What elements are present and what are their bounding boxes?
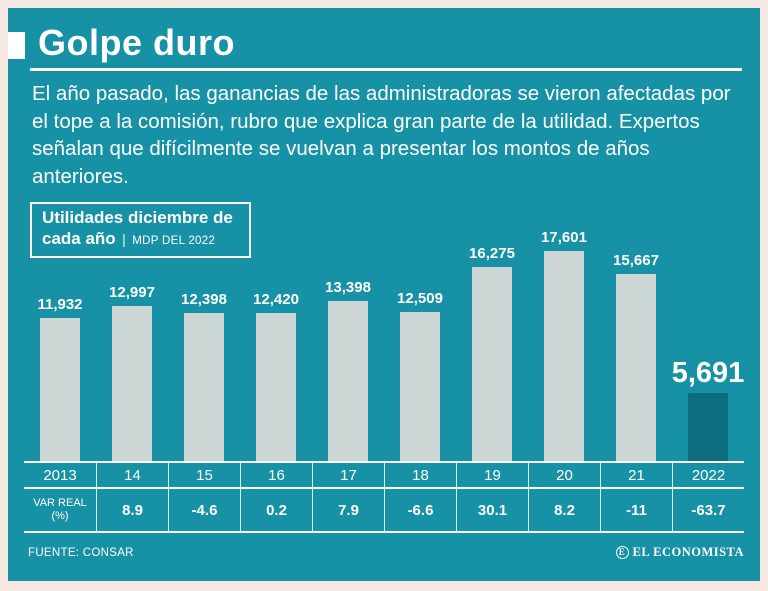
year-cell: 2013: [43, 467, 77, 484]
footer: FUENTE: CONSAR E EL ECONOMISTA: [28, 545, 744, 560]
bar-value-label: 16,275: [469, 245, 515, 262]
year-cell: 18: [384, 463, 456, 487]
var-real-header-cell: VAR REAL (%): [24, 489, 96, 531]
chart-title-box: Utilidades diciembre de cada año | MDP D…: [30, 202, 251, 258]
description-text: El año pasado, las ganancias de las admi…: [32, 82, 731, 188]
brand-logo: E EL ECONOMISTA: [615, 545, 745, 560]
title-bullet: [8, 32, 25, 59]
var-real-cell: 7.9: [312, 489, 384, 531]
bar-value-label: 12,997: [109, 284, 155, 301]
var-real-cell: 0.2: [240, 489, 312, 531]
year-cell: 14: [96, 463, 168, 487]
year-cell: 21: [600, 463, 672, 487]
bar-value-label: 5,691: [671, 357, 745, 389]
bar-column: 12,420: [240, 291, 312, 461]
var-real-cell: -11: [600, 489, 672, 531]
bar-column: 12,509: [384, 290, 456, 461]
var-real-header-line: (%): [51, 510, 69, 522]
bar: [328, 301, 368, 461]
brand-name: EL ECONOMISTA: [632, 545, 744, 559]
bar: [40, 318, 80, 461]
bar: [400, 312, 440, 461]
bar-column: 11,932: [24, 296, 96, 461]
var-real-cell: -6.6: [384, 489, 456, 531]
bar: [184, 313, 224, 461]
bar-column: 5,691: [672, 357, 744, 461]
source-text: FUENTE: CONSAR: [28, 546, 134, 559]
bar-value-label: 11,932: [37, 296, 83, 313]
bar: [256, 313, 296, 461]
data-table: 2013 14 15 16 17 18 19 20 21 2022 VAR REAL (%) 8.9-…: [24, 461, 744, 533]
title-underline: [30, 68, 742, 71]
year-cell: 15: [168, 463, 240, 487]
bar: [544, 251, 584, 461]
bar-column: 16,275: [456, 245, 528, 461]
bar: [688, 393, 728, 461]
chart-title-line1: Utilidades diciembre de: [42, 208, 233, 227]
chart-title-line2-text: cada año: [42, 229, 116, 248]
bar-value-label: 12,398: [181, 291, 227, 308]
bar: [112, 306, 152, 461]
var-real-cell: 8.2: [528, 489, 600, 531]
year-cell: 16: [240, 463, 312, 487]
year-cell: 2022: [672, 463, 744, 487]
year-cell: 20: [528, 463, 600, 487]
year-cell: 17: [312, 463, 384, 487]
bar-column: 17,601: [528, 229, 600, 461]
var-real-cell: -63.7: [672, 489, 744, 531]
page-title: Golpe duro: [38, 22, 235, 63]
var-real-cell: 8.9: [96, 489, 168, 531]
chart-unit-label: MDP DEL 2022: [132, 235, 216, 247]
brand-icon: E: [615, 546, 629, 559]
infographic-panel: Golpe duro El año pasado, las ganancias …: [8, 8, 760, 581]
chart-title-line2: cada año | MDP DEL 2022: [42, 229, 233, 249]
bar-value-label: 13,398: [325, 279, 371, 296]
var-real-row: VAR REAL (%) 8.9 -4.6 0.2 7.9 -6.6 30.1 8.2 -11 -6…: [24, 489, 744, 533]
bar-column: 15,667: [600, 252, 672, 461]
var-real-header-line: VAR REAL: [33, 497, 87, 509]
year-cell: 19: [456, 463, 528, 487]
bar-value-label: 12,420: [253, 291, 299, 308]
bar: [616, 274, 656, 461]
bar-column: 12,997: [96, 284, 168, 461]
var-real-cell: -4.6: [168, 489, 240, 531]
bar: [472, 267, 512, 461]
bar-column: 13,398: [312, 279, 384, 461]
bar-chart: 11,932 12,997 12,398 12,420 13,398 12,509 16,2…: [24, 208, 744, 461]
var-real-cell: 30.1: [456, 489, 528, 531]
years-row: 2013 14 15 16 17 18 19 20 21 2022: [24, 463, 744, 489]
bar-column: 12,398: [168, 291, 240, 461]
bar-value-label: 17,601: [541, 229, 587, 246]
bar-value-label: 15,667: [613, 252, 659, 269]
chart-title-separator: |: [122, 231, 126, 247]
bar-value-label: 12,509: [397, 290, 443, 307]
